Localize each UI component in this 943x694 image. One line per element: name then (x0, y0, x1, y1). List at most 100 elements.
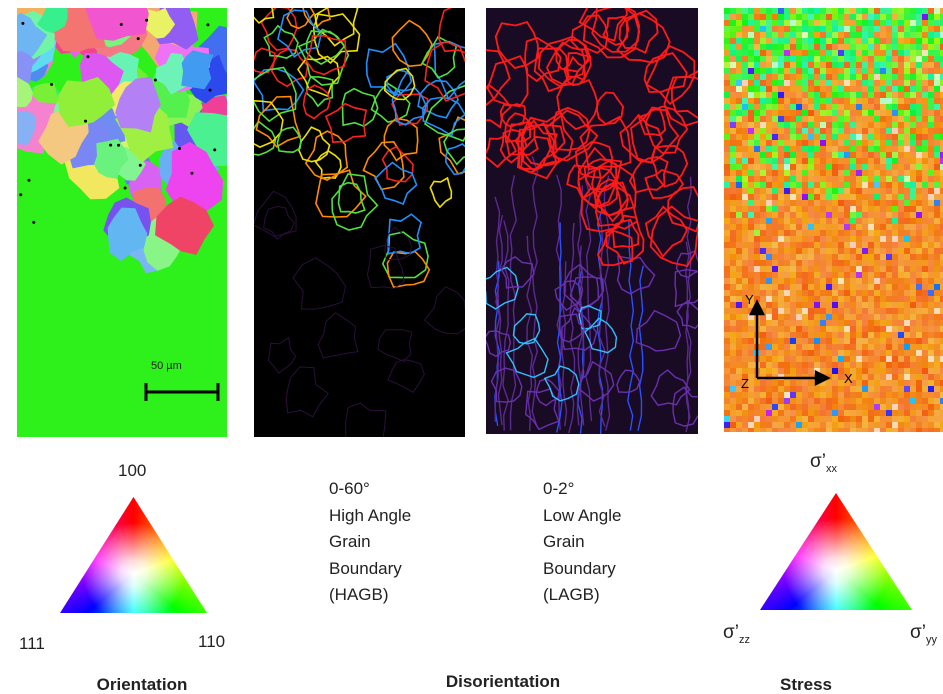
pixel (922, 326, 928, 332)
pixel (916, 362, 922, 368)
pixel (934, 98, 940, 104)
pixel (910, 332, 916, 338)
pixel (808, 422, 814, 428)
pixel (748, 62, 754, 68)
pixel (748, 236, 754, 242)
pixel (862, 386, 868, 392)
pixel (868, 356, 874, 362)
pixel (880, 44, 886, 50)
pixel (850, 410, 856, 416)
pixel (898, 326, 904, 332)
pixel (856, 206, 862, 212)
pixel (784, 272, 790, 278)
pixel (862, 308, 868, 314)
pixel (772, 8, 778, 14)
pixel (832, 272, 838, 278)
pixel (784, 140, 790, 146)
pixel (748, 38, 754, 44)
pixel (772, 104, 778, 110)
scale-label: 50 µm (151, 361, 182, 372)
pixel (868, 350, 874, 356)
pixel (832, 242, 838, 248)
pixel (928, 236, 934, 242)
subscript: zz (739, 634, 750, 646)
pixel (736, 410, 742, 416)
pixel (892, 74, 898, 80)
pixel (862, 140, 868, 146)
pixel (856, 410, 862, 416)
pixel (874, 68, 880, 74)
pixel (868, 56, 874, 62)
pixel (796, 194, 802, 200)
pixel (730, 80, 736, 86)
pixel (820, 272, 826, 278)
pixel (790, 326, 796, 332)
pixel (850, 44, 856, 50)
pixel (820, 26, 826, 32)
pixel (886, 230, 892, 236)
dot (178, 147, 181, 150)
pixel (886, 422, 892, 428)
pixel (844, 116, 850, 122)
pixel (730, 38, 736, 44)
pixel (868, 290, 874, 296)
pixel (784, 248, 790, 254)
pixel (826, 26, 832, 32)
pixel (730, 362, 736, 368)
pixel (922, 188, 928, 194)
pixel (856, 302, 862, 308)
pixel (748, 74, 754, 80)
pixel (754, 422, 760, 428)
pixel (916, 164, 922, 170)
pixel (754, 158, 760, 164)
pixel (814, 260, 820, 266)
pixel (814, 278, 820, 284)
pixel (796, 344, 802, 350)
pixel (856, 86, 862, 92)
pixel (760, 80, 766, 86)
pixel (844, 50, 850, 56)
pixel (742, 38, 748, 44)
pixel (730, 410, 736, 416)
pixel (874, 56, 880, 62)
pixel (754, 284, 760, 290)
pixel (760, 14, 766, 20)
pixel (790, 116, 796, 122)
pixel (778, 116, 784, 122)
pixel (832, 296, 838, 302)
pixel (730, 104, 736, 110)
pixel (730, 218, 736, 224)
pixel (772, 320, 778, 326)
pixel (808, 164, 814, 170)
pixel (730, 296, 736, 302)
pixel (814, 188, 820, 194)
pixel (844, 146, 850, 152)
pixel (838, 410, 844, 416)
pixel (730, 308, 736, 314)
pixel (892, 248, 898, 254)
pixel (934, 374, 940, 380)
pixel (886, 338, 892, 344)
pixel (844, 260, 850, 266)
pixel (904, 110, 910, 116)
pixel (856, 146, 862, 152)
pixel (850, 356, 856, 362)
pixel (856, 116, 862, 122)
pixel (916, 176, 922, 182)
pixel (916, 278, 922, 284)
pixel (796, 158, 802, 164)
pixel (910, 170, 916, 176)
pixel (862, 206, 868, 212)
pixel (748, 338, 754, 344)
pixel (796, 362, 802, 368)
pixel (904, 158, 910, 164)
pixel (898, 206, 904, 212)
pixel (814, 158, 820, 164)
pixel (796, 356, 802, 362)
pixel (802, 302, 808, 308)
pixel (784, 8, 790, 14)
pixel (730, 170, 736, 176)
pixel (904, 404, 910, 410)
pixel (874, 98, 880, 104)
pixel (730, 200, 736, 206)
